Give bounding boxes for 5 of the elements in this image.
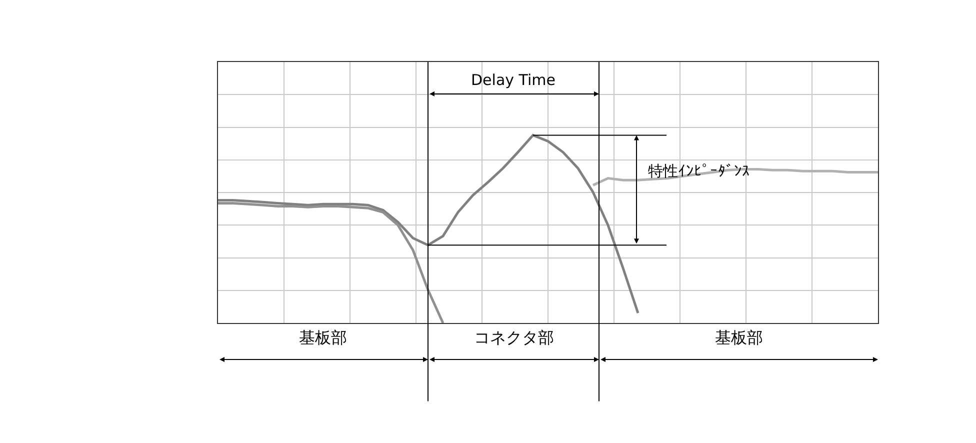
annotation: 特性ｲﾝﾋﾟｰﾀﾞﾝｽ [648, 162, 750, 180]
text: 基板部 [299, 328, 347, 347]
text: Delay Time [471, 71, 556, 89]
text: 基板部 [715, 328, 763, 347]
text: コネクタ部 [474, 328, 554, 347]
